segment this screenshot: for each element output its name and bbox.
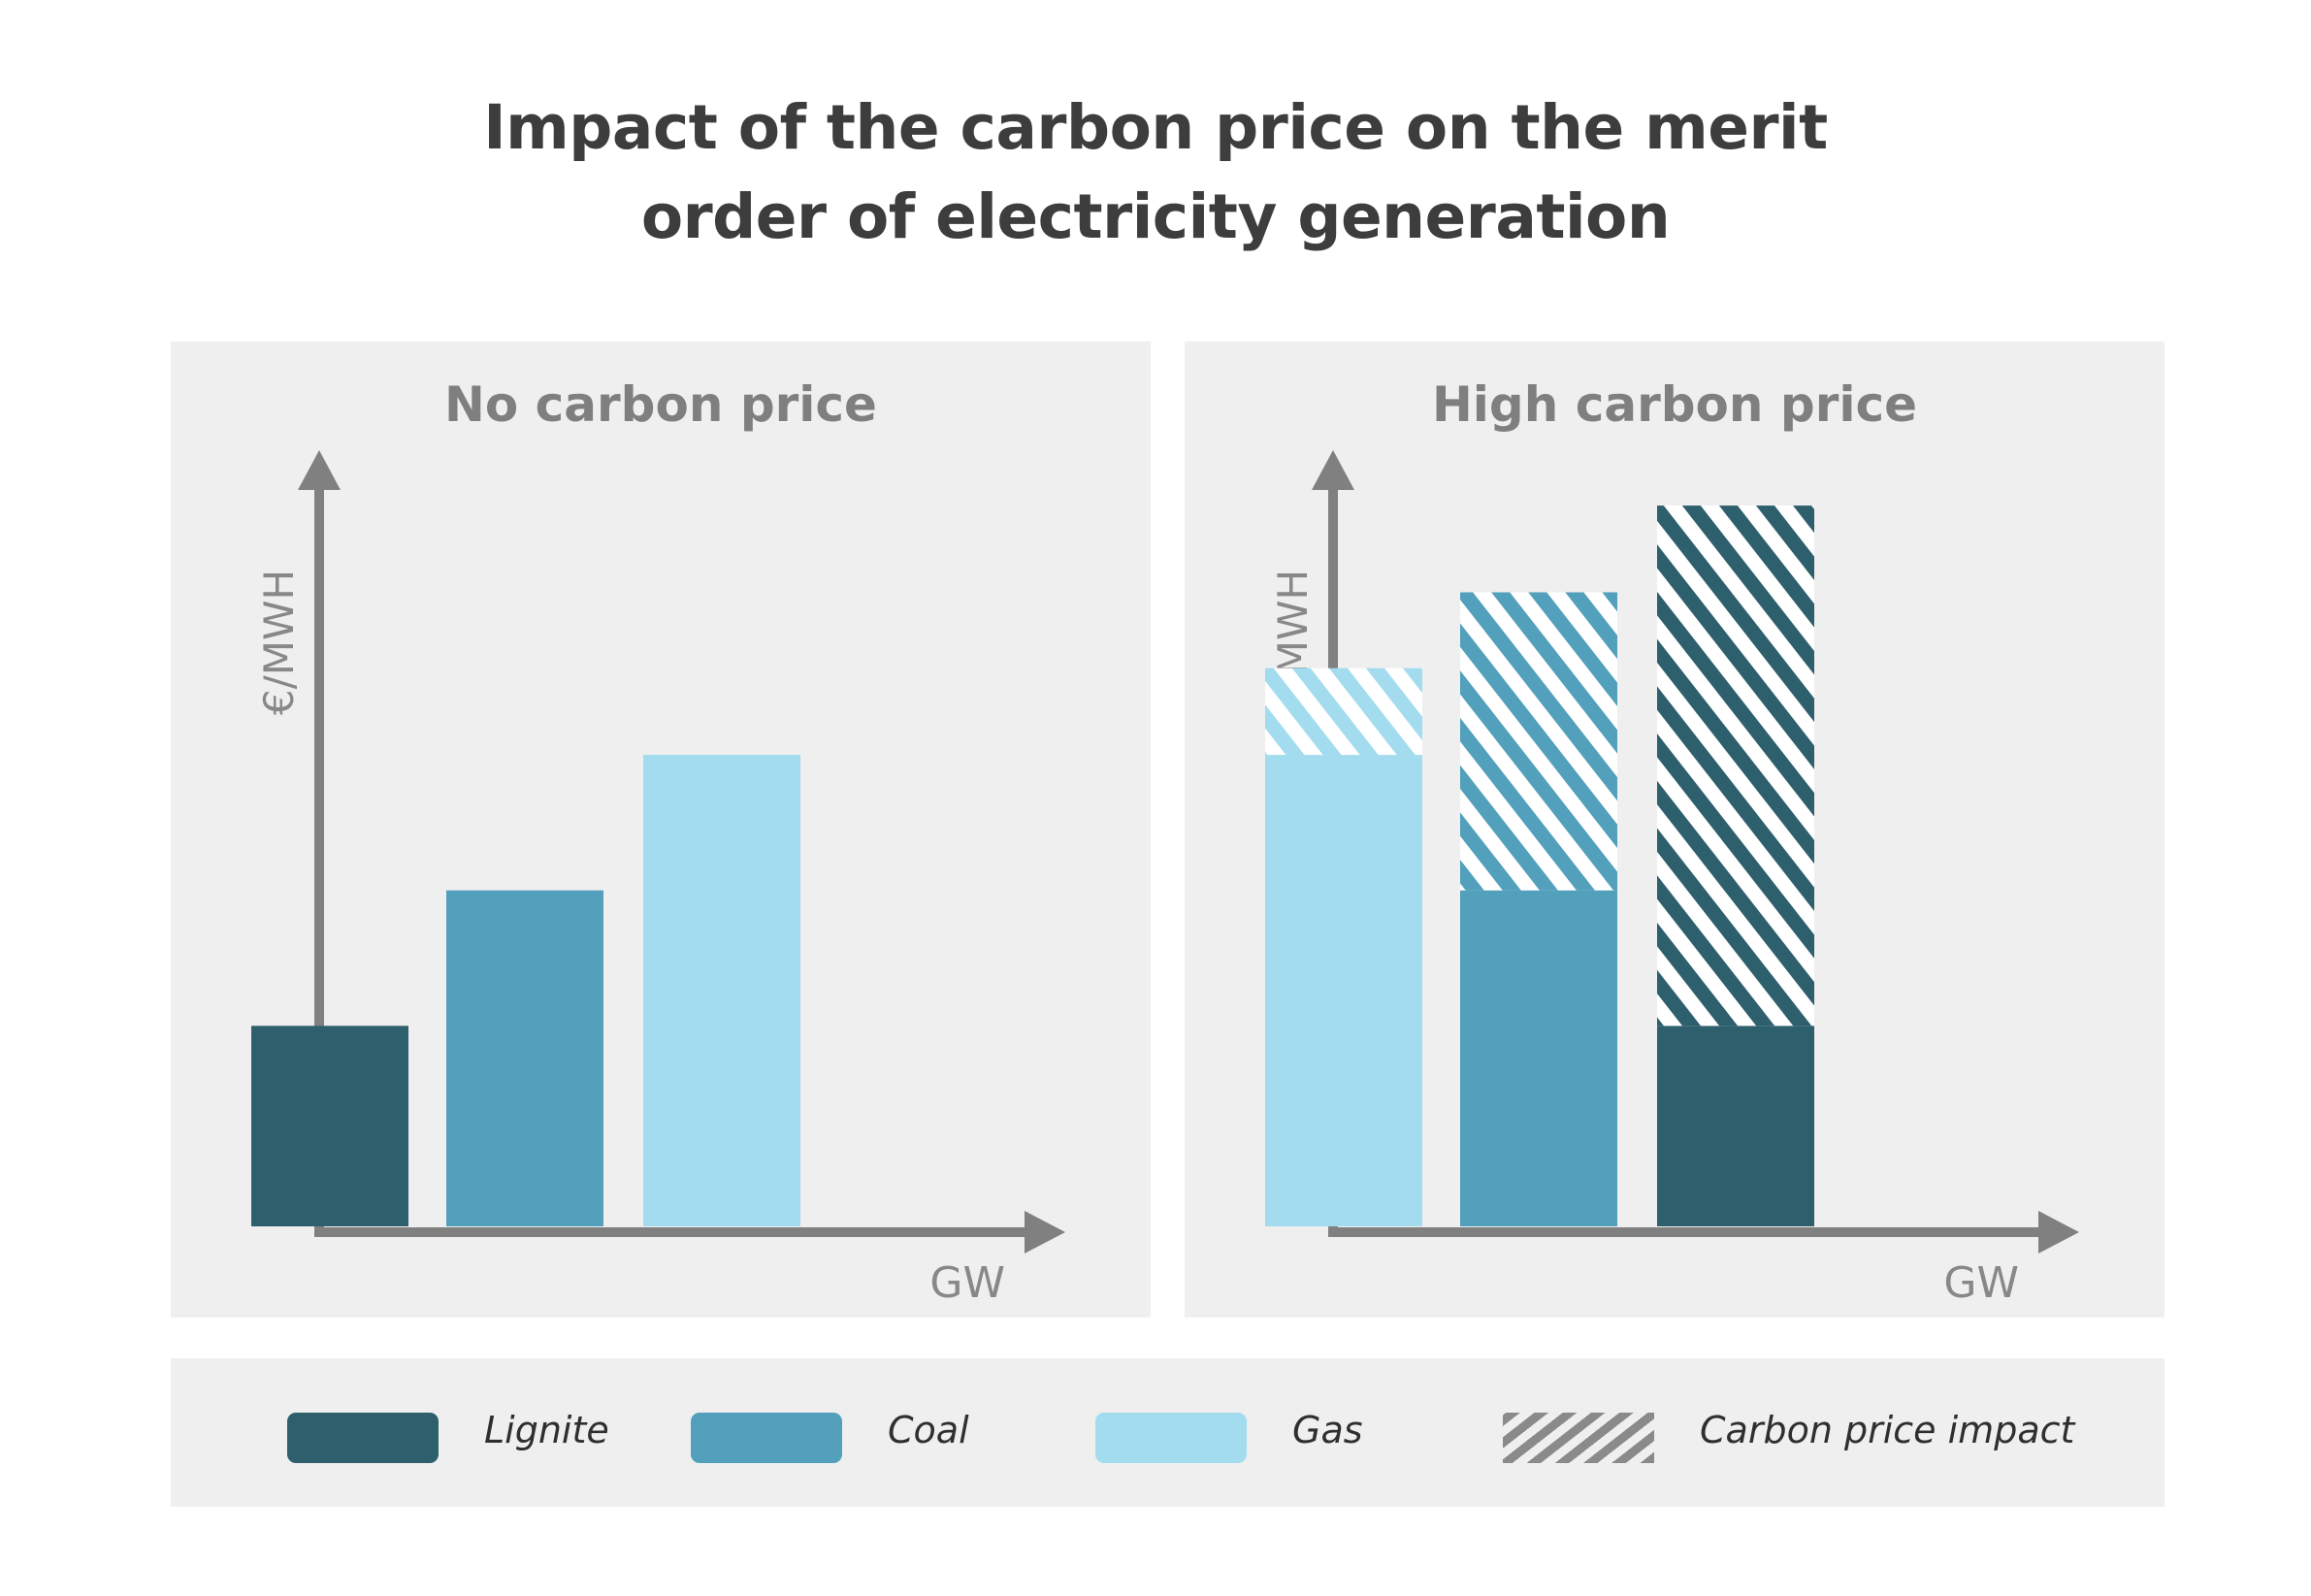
y-axis-arrow bbox=[298, 450, 341, 490]
bar-lignite bbox=[1657, 1026, 1814, 1226]
bar-gas bbox=[643, 755, 800, 1226]
chart-title: Impact of the carbon price on the merit … bbox=[0, 83, 2311, 262]
bar-carbon-price-impact-gas bbox=[1265, 668, 1422, 756]
legend-label-lignite: Lignite bbox=[484, 1409, 609, 1451]
legend-swatch-carbon-price-impact bbox=[1503, 1413, 1654, 1463]
bar-coal bbox=[1460, 890, 1617, 1226]
bar-lignite bbox=[251, 1026, 408, 1226]
chart-title-line-1: Impact of the carbon price on the merit bbox=[483, 92, 1828, 163]
x-axis-arrow bbox=[1025, 1211, 1065, 1254]
legend-swatch-lignite bbox=[287, 1413, 439, 1463]
x-axis-label: GW bbox=[929, 1258, 1005, 1308]
panel-title-no-carbon-price: No carbon price bbox=[444, 376, 877, 433]
legend-label-coal: Coal bbox=[888, 1409, 969, 1451]
bar-carbon-price-impact-lignite bbox=[1657, 505, 1814, 1026]
y-axis-label: €/MWH bbox=[255, 570, 303, 715]
chart-title-line-2: order of electricity generation bbox=[640, 181, 1671, 252]
panel-high-carbon-price: High carbon price GW €/MWH bbox=[1185, 342, 2165, 1318]
y-axis-arrow bbox=[1312, 450, 1354, 490]
bar-coal bbox=[446, 890, 603, 1226]
legend-swatch-coal bbox=[691, 1413, 842, 1463]
panel-title-high-carbon-price: High carbon price bbox=[1431, 376, 1918, 433]
x-axis-arrow bbox=[2038, 1211, 2079, 1254]
legend-swatch-gas bbox=[1095, 1413, 1247, 1463]
x-axis-label: GW bbox=[1943, 1258, 2019, 1308]
bar-carbon-price-impact-coal bbox=[1460, 592, 1617, 891]
legend-label-carbon-price-impact: Carbon price impact bbox=[1700, 1409, 2075, 1451]
panel-no-carbon-price: No carbon price GW €/MWH bbox=[171, 342, 1151, 1318]
legend-label-gas: Gas bbox=[1292, 1409, 1363, 1451]
bar-gas bbox=[1265, 755, 1422, 1226]
chart-no-carbon-price: GW €/MWH bbox=[251, 450, 1065, 1308]
legend: Lignite Coal Gas Carbon price impact bbox=[171, 1358, 2165, 1507]
chart-high-carbon-price: GW€/MWH bbox=[1265, 450, 2079, 1308]
